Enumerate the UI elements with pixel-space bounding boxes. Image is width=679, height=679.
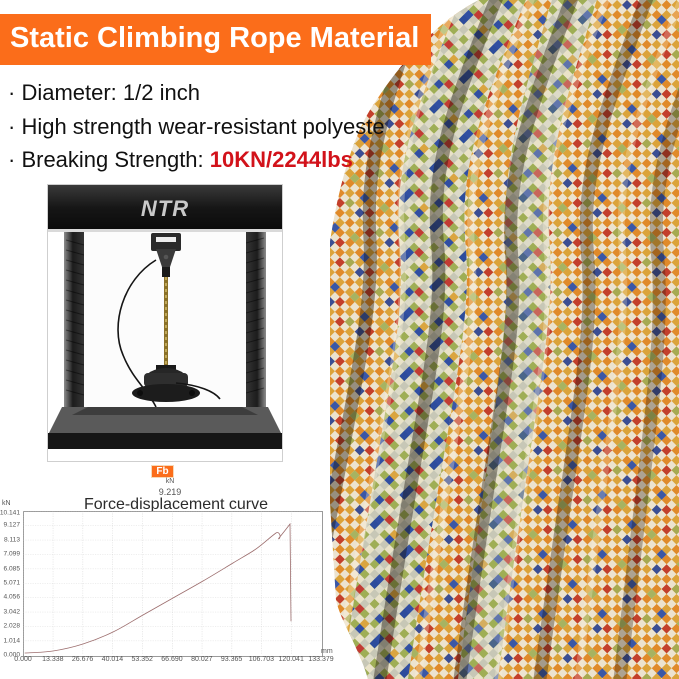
svg-text:NTR: NTR bbox=[141, 196, 189, 221]
